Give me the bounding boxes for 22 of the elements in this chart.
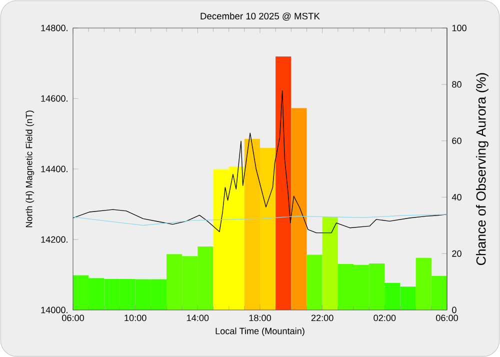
y-tick-label: 14400. — [41, 166, 68, 172]
y2-axis-title: Chance of Observing Aurora (%) — [476, 73, 488, 266]
y-tick-label: 14200. — [41, 236, 68, 243]
x-tick-label: 18:00 — [249, 314, 271, 322]
x-tick-label: 22:00 — [311, 314, 334, 322]
x-tick-label: 14:00 — [187, 314, 209, 322]
x-axis-title: Local Time (Mountain) — [216, 328, 304, 336]
y-axis-title: North (H) Magnetic Field (nT) — [26, 110, 34, 228]
y2-tick-label: 40 — [452, 194, 462, 200]
y2-tick-label: 100 — [452, 24, 466, 32]
x-tick-label: 06:00 — [62, 314, 84, 322]
y2-tick-label: 60 — [452, 138, 462, 144]
x-tick-label: 06:00 — [436, 314, 458, 322]
y2-tick-label: 20 — [452, 250, 462, 257]
y2-tick-label: 0 — [452, 306, 456, 314]
x-tick-label: 10:00 — [124, 314, 146, 322]
y-tick-label: 14600. — [41, 95, 68, 102]
y-tick-label: 14800. — [41, 24, 68, 32]
y2-tick-label: 80 — [452, 81, 462, 88]
x-tick-label: 02:00 — [374, 314, 396, 322]
chart-title: December 10 2025 @ MSTK — [200, 12, 320, 21]
y-tick-label: 14000. — [41, 306, 68, 314]
